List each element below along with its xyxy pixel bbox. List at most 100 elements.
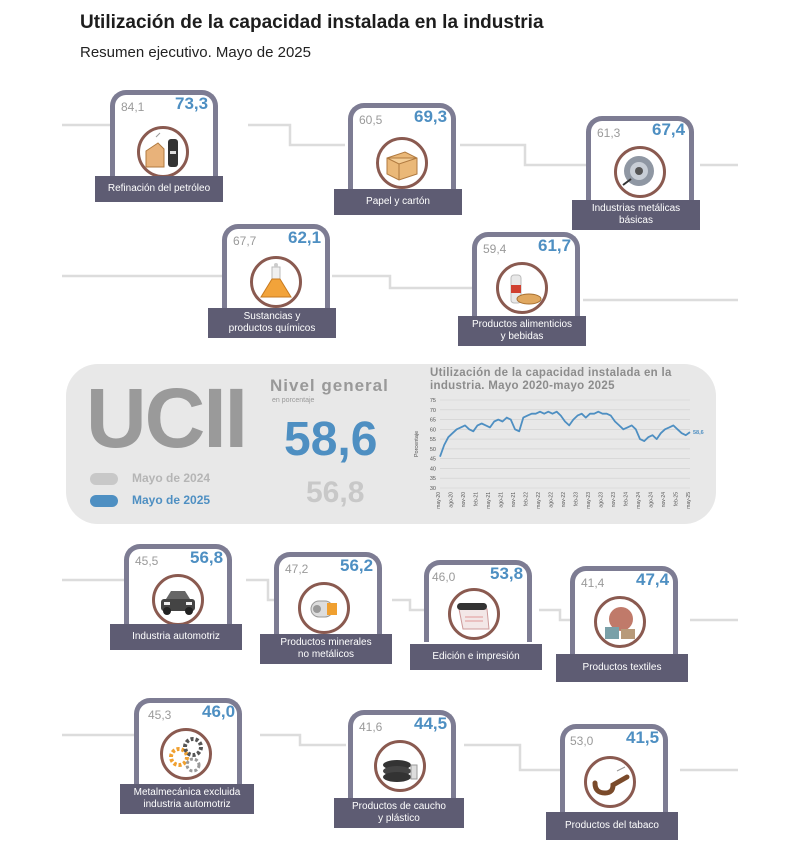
- page-title: Utilización de la capacidad instalada en…: [80, 12, 544, 33]
- summary-unit: en porcentaje: [272, 397, 315, 404]
- sector-label-text: Refinación del petróleo: [107, 183, 211, 194]
- yarn-icon: [594, 596, 646, 648]
- y-tick-label: 60: [430, 427, 436, 433]
- chart-title: Utilización de la capacidad instalada en…: [430, 367, 672, 392]
- sector-label-text: Metalmecánica excluida industria automot…: [133, 787, 241, 810]
- flask-icon: [250, 256, 302, 308]
- series-end-label: 58,6: [693, 430, 704, 436]
- legend-swatch-curr: [90, 494, 118, 507]
- sector-label: Industria automotriz: [110, 624, 242, 650]
- line-chart: 30 35 40 45 50 55 60 65 70 75 Porcentaje may-20 ago-…: [414, 398, 704, 509]
- ucii-brand: UCII: [86, 371, 248, 465]
- x-tick-label: may-25: [686, 492, 692, 509]
- x-tick-label: ago-21: [499, 492, 505, 508]
- x-tick-label: feb-22: [524, 492, 530, 506]
- legend-swatch-prev: [90, 472, 118, 485]
- sector-prev-value: 45,5: [135, 554, 159, 568]
- sector-prev-value: 60,5: [359, 113, 383, 127]
- summary-current-value: 58,6: [284, 413, 378, 466]
- metal-roll-icon: [614, 146, 666, 198]
- sector-prev-value: 61,3: [597, 126, 621, 140]
- x-tick-label: may-23: [586, 492, 592, 509]
- cardboard-box-icon: [376, 137, 428, 189]
- bottle-bread-icon: [496, 262, 548, 314]
- sector-prev-value: 45,3: [148, 708, 172, 722]
- sector-curr-value: 61,7: [538, 236, 572, 255]
- summary-heading: Nivel general: [270, 376, 389, 395]
- page-subtitle: Resumen ejecutivo. Mayo de 2025: [80, 44, 311, 61]
- x-tick-label: may-24: [636, 492, 642, 509]
- sector-label: Edición e impresión: [410, 644, 542, 670]
- sector-label-text: Industrias metálicas básicas: [591, 203, 681, 226]
- sector-label: Metalmecánica excluida industria automot…: [120, 784, 254, 814]
- sector-label: Sustancias y productos químicos: [208, 308, 336, 338]
- x-tick-label: ago-20: [449, 492, 455, 508]
- sector-label-text: Productos minerales no metálicos: [280, 637, 372, 660]
- legend-item-prev: Mayo de 2024: [90, 471, 240, 485]
- sector-curr-value: 46,0: [202, 702, 236, 721]
- y-tick-label: 45: [430, 457, 436, 463]
- sector-prev-value: 41,6: [359, 720, 383, 734]
- sector-label-text: Sustancias y productos químicos: [228, 311, 316, 334]
- pipe-icon: [584, 756, 636, 808]
- x-tick-label: nov-20: [461, 492, 467, 508]
- sector-label: Productos del tabaco: [546, 812, 678, 840]
- sector-label-text: Productos de caucho y plástico: [352, 801, 446, 824]
- sector-prev-value: 41,4: [581, 576, 605, 590]
- sector-prev-value: 84,1: [121, 100, 145, 114]
- car-icon: [152, 574, 204, 626]
- y-tick-label: 50: [430, 447, 436, 453]
- x-tick-label: feb-23: [574, 492, 580, 506]
- refinery-icon: [137, 126, 189, 178]
- x-tick-label: nov-23: [611, 492, 617, 508]
- y-tick-label: 75: [430, 398, 436, 404]
- sector-curr-value: 47,4: [636, 570, 670, 589]
- sector-curr-value: 56,2: [340, 556, 374, 575]
- x-tick-label: ago-23: [599, 492, 605, 508]
- x-tick-label: feb-24: [624, 492, 630, 506]
- x-tick-label: nov-21: [511, 492, 517, 508]
- mineral-machine-icon: [298, 582, 350, 634]
- x-tick-label: may-21: [486, 492, 492, 509]
- sector-curr-value: 41,5: [626, 728, 660, 747]
- x-tick-label: ago-24: [649, 492, 655, 508]
- sector-prev-value: 53,0: [570, 734, 594, 748]
- y-axis-label: Porcentaje: [414, 431, 420, 457]
- sector-curr-value: 44,5: [414, 714, 448, 733]
- sector-label: Papel y cartón: [334, 189, 462, 215]
- sector-label-text: Edición e impresión: [432, 651, 520, 662]
- sector-label-text: Papel y cartón: [366, 196, 430, 207]
- sector-curr-value: 62,1: [288, 228, 322, 247]
- sector-prev-value: 46,0: [432, 570, 456, 584]
- x-tick-label: may-22: [536, 492, 542, 509]
- x-tick-label: may-20: [436, 492, 442, 509]
- sector-curr-value: 56,8: [190, 548, 224, 567]
- y-tick-label: 35: [430, 476, 436, 482]
- sector-curr-value: 67,4: [652, 120, 686, 139]
- x-tick-label: ago-22: [549, 492, 555, 508]
- sector-prev-value: 67,7: [233, 234, 257, 248]
- summary-panel: [66, 364, 716, 524]
- y-tick-label: 30: [430, 486, 436, 492]
- y-tick-label: 55: [430, 437, 436, 443]
- tires-icon: [374, 740, 426, 792]
- summary-previous-value: 56,8: [306, 476, 365, 509]
- sector-curr-value: 53,8: [490, 564, 524, 583]
- sector-label: Productos alimenticios y bebidas: [458, 316, 586, 346]
- x-tick-label: feb-21: [474, 492, 480, 506]
- gears-icon: [160, 728, 212, 780]
- sector-prev-value: 59,4: [483, 242, 507, 256]
- x-tick-label: feb-25: [674, 492, 680, 506]
- sector-label: Refinación del petróleo: [95, 176, 223, 202]
- sector-curr-value: 73,3: [175, 94, 209, 113]
- x-tick-label: nov-24: [661, 492, 667, 508]
- sector-curr-value: 69,3: [414, 107, 448, 126]
- printing-roll-icon: [448, 588, 500, 640]
- y-tick-label: 65: [430, 418, 436, 424]
- sector-label: Productos textiles: [556, 654, 688, 682]
- legend-item-curr: Mayo de 2025: [90, 493, 240, 507]
- legend-label-curr: Mayo de 2025: [132, 493, 211, 507]
- legend-label-prev: Mayo de 2024: [132, 471, 211, 485]
- sector-prev-value: 47,2: [285, 562, 309, 576]
- sector-label-text: Industria automotriz: [132, 631, 220, 642]
